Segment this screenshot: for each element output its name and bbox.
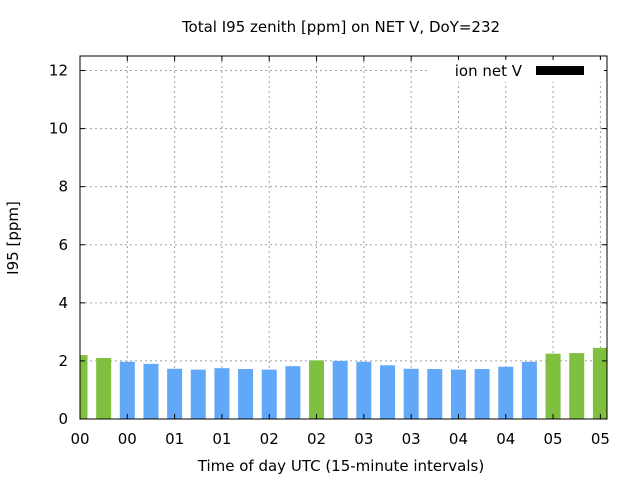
bar	[332, 360, 348, 419]
x-tick-label: 01	[212, 430, 231, 448]
bar	[261, 369, 277, 419]
y-tick-label: 4	[58, 294, 68, 312]
x-tick-label: 05	[591, 430, 610, 448]
y-tick-label: 6	[58, 236, 68, 254]
bar	[521, 361, 537, 419]
x-axis-label: Time of day UTC (15-minute intervals)	[197, 457, 484, 475]
x-tick-label: 02	[307, 430, 326, 448]
bar	[238, 369, 254, 419]
bar	[427, 369, 443, 419]
bar	[356, 361, 372, 419]
x-tick-label: 05	[544, 430, 563, 448]
x-tick-label: 02	[260, 430, 279, 448]
x-tick-label: 00	[70, 430, 89, 448]
bar	[285, 366, 301, 419]
bar	[403, 368, 419, 419]
x-axis: 00 00 01 01 02 02 03 03 04 04 05 05	[70, 56, 610, 448]
y-tick-label: 2	[58, 352, 68, 370]
legend-swatch	[536, 66, 584, 75]
bars	[80, 347, 607, 419]
legend-background	[428, 60, 604, 82]
y-axis: 0 2 4 6 8 10 12	[49, 62, 607, 428]
bar	[119, 361, 135, 419]
bar	[167, 368, 183, 419]
bar	[190, 369, 206, 419]
bar	[498, 366, 514, 419]
bar	[569, 353, 585, 419]
x-tick-label: 00	[118, 430, 137, 448]
chart-title: Total I95 zenith [ppm] on NET V, DoY=232	[181, 18, 500, 36]
plot-frame	[79, 55, 608, 420]
y-tick-label: 10	[49, 120, 68, 138]
bar	[96, 358, 112, 419]
x-tick-label: 03	[354, 430, 373, 448]
legend: ion net V	[428, 60, 604, 82]
bar	[309, 360, 325, 419]
x-tick-label: 04	[449, 430, 468, 448]
bar	[143, 363, 159, 419]
bar	[379, 365, 395, 419]
bar	[545, 353, 561, 419]
bar	[474, 369, 490, 419]
bar	[450, 369, 466, 419]
x-tick-label: 01	[165, 430, 184, 448]
x-tick-label: 03	[402, 430, 421, 448]
bar	[214, 368, 230, 419]
grid	[80, 56, 607, 419]
y-tick-label: 12	[49, 62, 68, 80]
bar	[80, 355, 88, 419]
x-tick-label: 04	[496, 430, 515, 448]
y-tick-label: 0	[58, 410, 68, 428]
bar	[592, 347, 607, 419]
y-axis-label: I95 [ppm]	[4, 201, 22, 275]
y-tick-label: 8	[58, 178, 68, 196]
legend-label: ion net V	[455, 62, 523, 80]
